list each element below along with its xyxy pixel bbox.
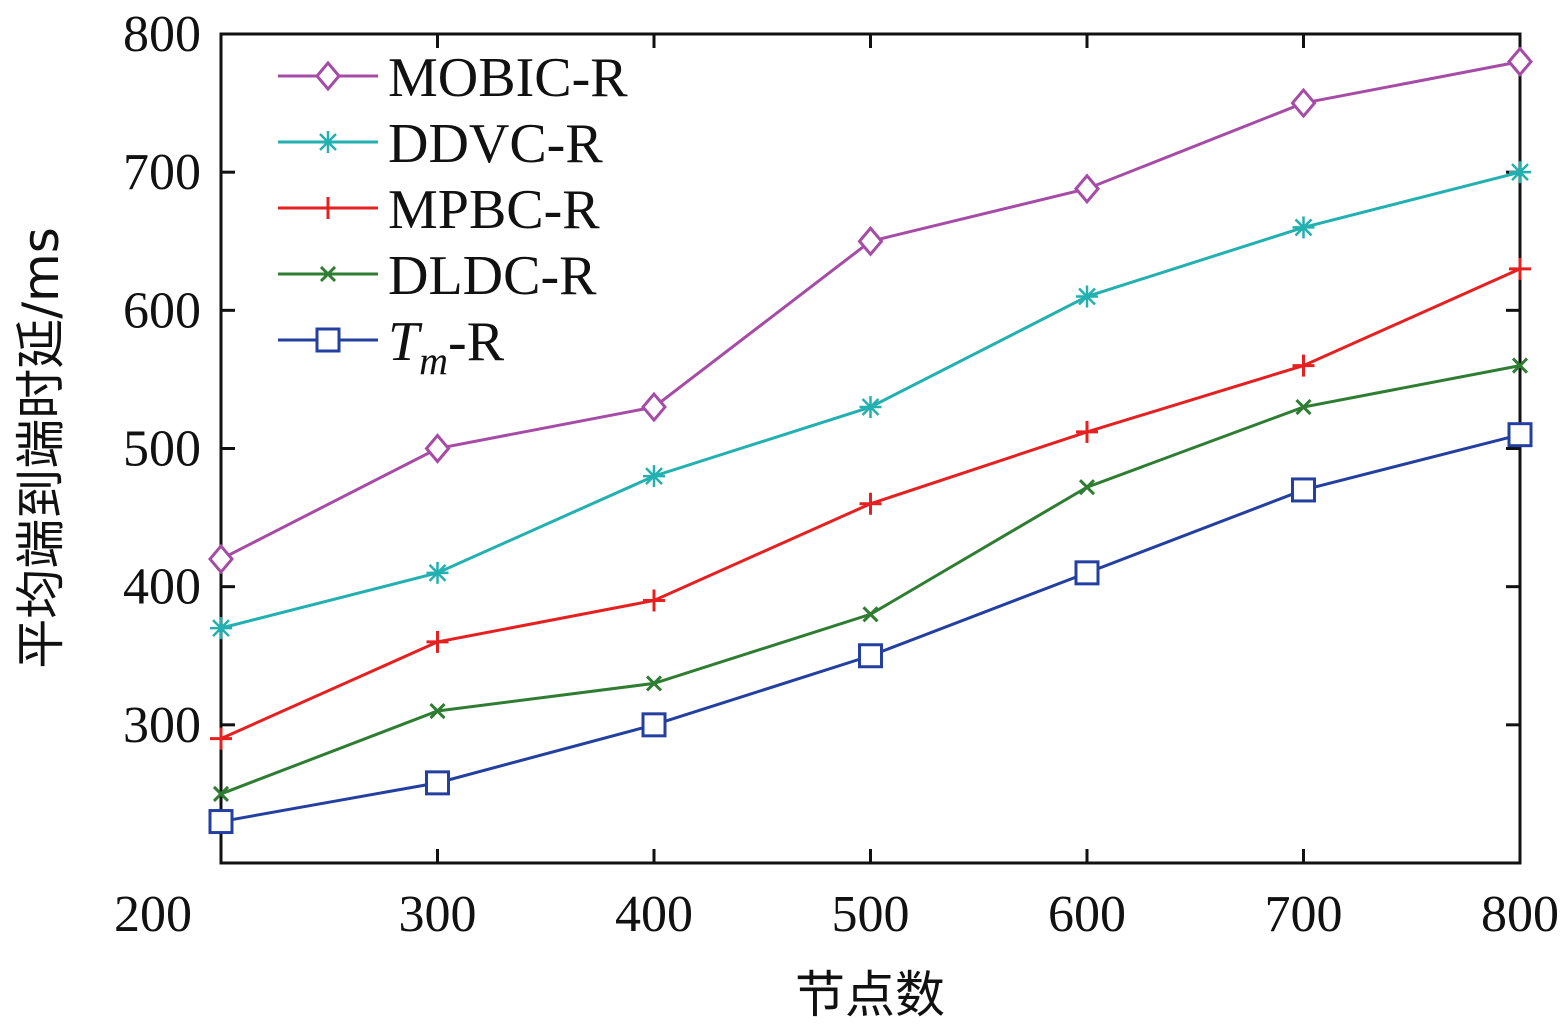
x-tick-label: 200 — [114, 886, 192, 943]
data-point — [426, 630, 449, 653]
data-point — [1076, 285, 1098, 308]
data-point — [641, 712, 667, 738]
legend-entry: Tm-R — [278, 311, 505, 383]
legend-label: MOBIC-R — [388, 47, 628, 109]
data-point — [643, 465, 665, 488]
series-2 — [210, 161, 1531, 640]
data-point — [1509, 161, 1531, 184]
legend-label: DLDC-R — [388, 245, 597, 307]
y-tick-label: 700 — [123, 144, 201, 201]
x-axis-title: 节点数 — [795, 966, 945, 1024]
data-point — [210, 727, 232, 750]
legend-marker — [317, 131, 339, 153]
legend-entry: MPBC-R — [278, 179, 600, 241]
y-tick-label: 600 — [123, 282, 201, 339]
y-tick-label: 300 — [123, 697, 201, 754]
x-axis-ticks: 200 300 400 500 600 700 800 — [114, 34, 1559, 943]
series-1 — [208, 46, 1533, 575]
x-tick-label: 400 — [615, 886, 693, 943]
data-point — [1291, 477, 1316, 503]
data-point — [210, 617, 232, 640]
legend-marker — [315, 60, 341, 92]
legend-entry: MOBIC-R — [278, 47, 628, 109]
data-point — [862, 606, 879, 623]
data-point — [1078, 479, 1096, 496]
data-point — [1511, 357, 1529, 374]
data-point — [212, 785, 230, 802]
legend-entry: DDVC-R — [278, 113, 603, 175]
series-3 — [210, 257, 1531, 750]
data-point — [643, 589, 665, 612]
x-tick-label: 300 — [399, 886, 477, 943]
x-tick-label: 600 — [1048, 886, 1126, 943]
data-point — [859, 396, 882, 419]
data-point — [1076, 420, 1098, 443]
legend-marker — [319, 265, 337, 283]
legend-label: DDVC-R — [388, 113, 603, 175]
data-point — [858, 643, 883, 669]
legend-label-suffix: -R — [448, 311, 505, 373]
y-tick-label: 500 — [123, 421, 201, 478]
data-point — [1292, 216, 1315, 239]
series-4 — [212, 357, 1529, 802]
x-tick-label: 800 — [1481, 886, 1559, 943]
data-point — [1295, 398, 1312, 416]
legend-marker — [317, 197, 339, 219]
data-point — [641, 391, 667, 423]
data-point — [859, 492, 882, 515]
x-tick-label: 700 — [1265, 886, 1343, 943]
data-point — [424, 433, 451, 464]
data-point — [1074, 173, 1100, 205]
x-tick-label: 500 — [832, 886, 910, 943]
data-point — [1507, 46, 1533, 77]
data-point — [426, 561, 449, 584]
legend-entry: DLDC-R — [278, 245, 597, 307]
data-point — [857, 225, 884, 257]
legend-label: MPBC-R — [388, 179, 600, 241]
series-layer — [208, 46, 1533, 835]
data-point — [208, 809, 234, 835]
series-5 — [208, 422, 1533, 835]
legend-label-subscript: m — [419, 338, 448, 383]
y-tick-label: 800 — [123, 6, 201, 63]
data-point — [1074, 560, 1100, 586]
data-point — [1509, 257, 1531, 280]
legend-label: Tm-R — [388, 311, 505, 383]
data-point — [425, 770, 450, 796]
data-point — [1290, 87, 1317, 119]
legend-marker — [315, 327, 341, 353]
data-point — [1507, 422, 1533, 448]
data-point — [429, 702, 446, 720]
data-point — [645, 675, 663, 692]
data-point — [1292, 354, 1315, 377]
legend-label-prefix: T — [388, 311, 423, 373]
y-tick-label: 400 — [123, 559, 201, 616]
series-line — [220, 433, 1521, 824]
y-axis-title: 平均端到端时延/ms — [12, 227, 70, 669]
y-axis-ticks: 300 400 500 600 700 800 — [123, 6, 1520, 754]
data-point — [208, 543, 234, 575]
